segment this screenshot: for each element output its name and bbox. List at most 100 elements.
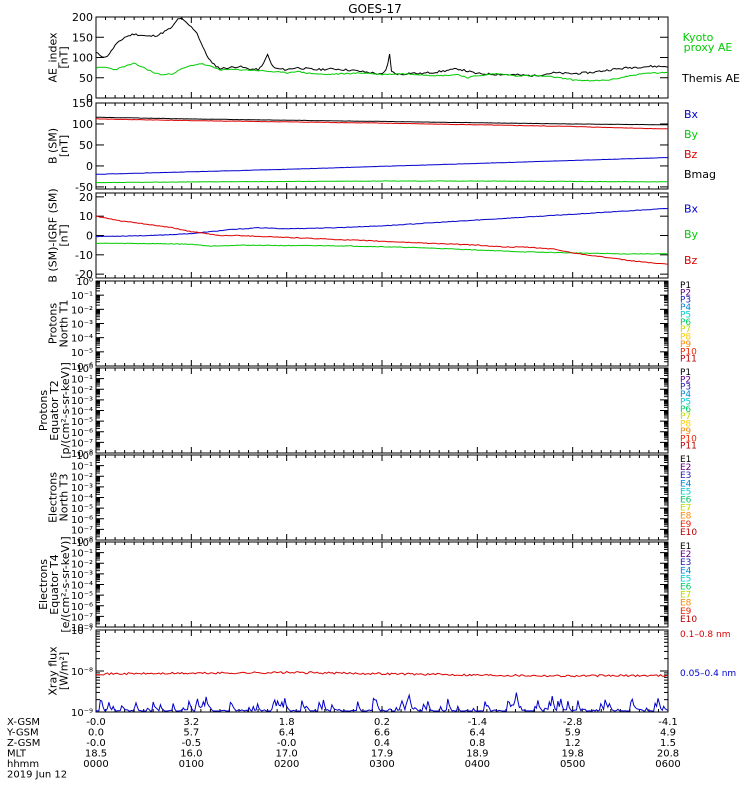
y-tick-label: 10⁻⁸	[71, 449, 93, 460]
y-axis-label: B (SM)-IGRF (SM)	[47, 188, 60, 282]
ephemeris-value: 18.9	[466, 749, 488, 760]
y-tick-label: 50	[79, 139, 93, 152]
panel-electrons_t4: 10⁰10⁻¹10⁻²10⁻³10⁻⁴10⁻⁵10⁻⁶10⁻⁷10⁻⁸Elect…	[37, 536, 697, 634]
ephemeris-value: -0.0	[277, 738, 297, 749]
y-axis-label: B (SM)	[47, 128, 60, 164]
legend-label: P10	[680, 347, 697, 357]
series-line	[95, 207, 669, 238]
panel-frame	[95, 629, 669, 713]
legend-label: P4	[680, 390, 691, 400]
ephemeris-value: 19.8	[562, 749, 584, 760]
legend-label: Bx	[684, 108, 699, 121]
y-tick-label: 10⁻³	[71, 570, 93, 581]
series-line	[96, 670, 669, 678]
date-label: 2019 Jun 12	[7, 770, 67, 781]
panel-frame	[95, 454, 669, 541]
legend-label: 0.1–0.8 nm	[680, 630, 730, 640]
y-tick-label: 10⁻⁷	[71, 612, 93, 623]
y-tick-label: 100	[72, 118, 93, 131]
ephemeris-value: 17.0	[276, 749, 298, 760]
ephemeris-value: 0100	[179, 759, 204, 770]
ephemeris-value: 0600	[655, 759, 680, 770]
ephemeris-value: 18.5	[85, 749, 107, 760]
legend-label: P5	[680, 310, 691, 320]
ephemeris-value: -2.8	[563, 717, 583, 728]
y-tick-label: 10⁰	[76, 364, 93, 375]
ephemeris-value: 0400	[465, 759, 490, 770]
y-axis-label: North T3	[58, 474, 71, 522]
ephemeris-row-label: hhmm	[7, 759, 39, 770]
series-line	[95, 62, 669, 82]
legend-label: P11	[680, 442, 697, 452]
y-tick-label: 10⁻²	[71, 472, 93, 483]
y-tick-label: 10⁻¹	[71, 291, 93, 302]
legend-label: P2	[680, 375, 691, 385]
panel-frame	[95, 280, 669, 367]
y-tick-label: 10⁻²	[71, 385, 93, 396]
y-axis-label: North T1	[58, 300, 71, 348]
y-tick-label: -20	[75, 268, 93, 281]
y-axis-label: [W/m²]	[58, 652, 71, 690]
panel-frame	[95, 16, 669, 99]
y-axis-label: Electrons	[47, 472, 60, 523]
y-tick-label: 0	[86, 160, 93, 173]
y-axis-label: [nT]	[58, 224, 71, 246]
y-tick-label: 200	[72, 11, 93, 24]
series-line	[95, 116, 668, 126]
legend-label: Themis AE	[681, 72, 740, 85]
ephemeris-value: 0.4	[374, 738, 390, 749]
y-tick-label: 10⁻⁸	[71, 536, 93, 547]
y-tick-label: 20	[79, 191, 93, 204]
y-tick-label: 10⁻⁶	[71, 362, 93, 373]
y-tick-label: 150	[72, 31, 93, 44]
series-line	[96, 118, 669, 130]
series-line	[95, 17, 669, 77]
panel-frame	[95, 192, 669, 279]
y-tick-label: -10	[75, 249, 93, 262]
legend-label: P3	[680, 383, 691, 393]
ephemeris-value: 1.5	[660, 738, 676, 749]
legend-label: P1	[680, 368, 691, 378]
y-axis-label: [e/(cm²-s-sr-keV)]	[59, 536, 72, 632]
legend-label: P11	[680, 355, 697, 365]
panel-electrons_t3: 10⁰10⁻¹10⁻²10⁻³10⁻⁴10⁻⁵10⁻⁶10⁻⁷10⁻⁸Elect…	[47, 451, 698, 547]
y-axis-label: Xray flux	[47, 646, 60, 696]
legend-label: E3	[680, 558, 691, 568]
y-tick-label: 10⁻⁵	[71, 504, 93, 515]
legend-label: E5	[680, 487, 691, 497]
ephemeris-row-label: X-GSM	[7, 717, 40, 728]
y-tick-label: 10⁻¹	[71, 375, 93, 386]
ephemeris-value: 0.8	[469, 738, 485, 749]
legend-label: E7	[680, 591, 691, 601]
y-axis-label: Equator T4	[48, 554, 61, 614]
y-axis-label: Protons	[37, 390, 50, 431]
y-tick-label: 10	[79, 210, 93, 223]
legend-label: P8	[680, 333, 691, 343]
legend-label: P7	[680, 325, 691, 335]
y-tick-label: 10⁻¹	[71, 462, 93, 473]
legend-label: E4	[680, 566, 692, 576]
y-tick-label: 0	[86, 230, 93, 243]
legend-label: E3	[680, 471, 691, 481]
y-tick-label: 10⁻⁵	[71, 348, 93, 359]
legend-label: E1	[680, 542, 691, 552]
y-tick-label: 10⁻³	[71, 396, 93, 407]
ephemeris-value: 0200	[274, 759, 299, 770]
panel-frame	[95, 102, 669, 190]
legend-label: E1	[680, 455, 691, 465]
ephemeris-value: -4.1	[658, 717, 678, 728]
series-line	[96, 180, 669, 184]
legend-label: E5	[680, 574, 691, 584]
ephemeris-value: 5.9	[565, 728, 581, 739]
y-axis-label: Protons	[47, 303, 60, 344]
ephemeris-row-label: Z-GSM	[7, 738, 40, 749]
y-tick-label: 10⁻⁷	[71, 438, 93, 449]
ephemeris-row-label: Y-GSM	[6, 728, 39, 739]
y-tick-label: 0	[86, 92, 93, 105]
ephemeris-value: -0.0	[86, 738, 106, 749]
plot-title: GOES-17	[348, 2, 402, 16]
y-axis-label: Electrons	[37, 559, 50, 610]
